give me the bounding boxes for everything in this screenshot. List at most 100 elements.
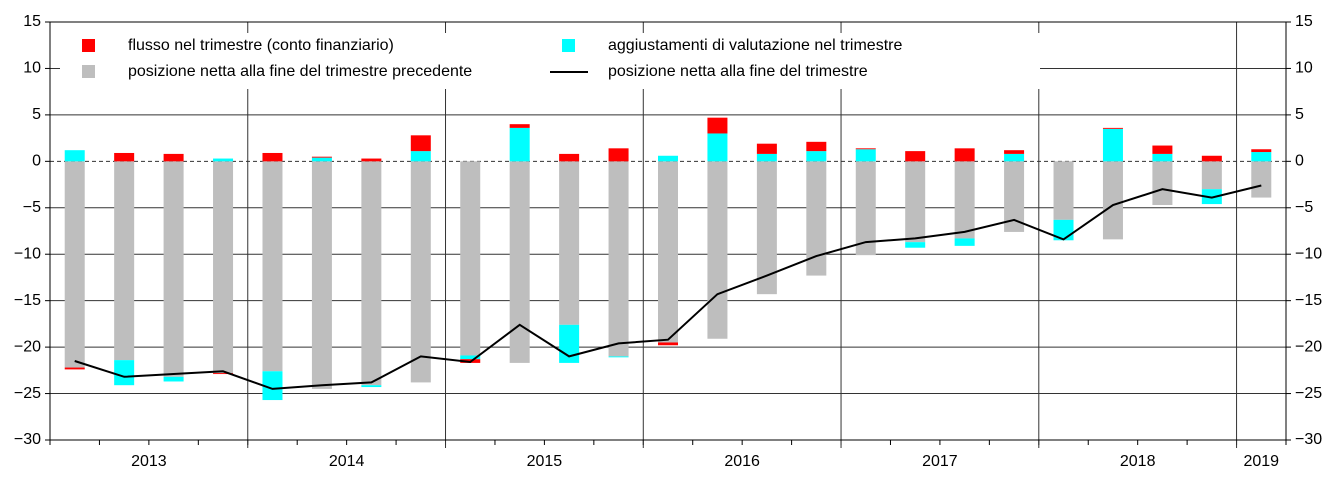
bar: [1152, 161, 1173, 205]
bar: [1251, 152, 1272, 162]
bar: [509, 127, 530, 162]
bar: [756, 153, 777, 162]
bar: [658, 342, 678, 346]
bar: [954, 161, 975, 239]
y-tick-label: 5: [32, 106, 41, 123]
bar: [64, 161, 85, 368]
x-group-label: 2019: [1243, 453, 1279, 470]
x-group-label: 2017: [922, 453, 958, 470]
legend-swatch: [82, 65, 95, 78]
bar: [213, 161, 234, 374]
bar: [707, 133, 728, 162]
y2-tick-label: 0: [1295, 153, 1304, 170]
y2-tick-label: −5: [1295, 199, 1313, 216]
bar: [1251, 161, 1272, 198]
y2-tick-label: −10: [1295, 245, 1322, 262]
bar: [1004, 153, 1025, 162]
bar: [905, 161, 926, 243]
bar: [361, 385, 382, 388]
bar: [410, 151, 431, 162]
y2-tick-label: −20: [1295, 338, 1322, 355]
y-tick-label: −15: [14, 292, 41, 309]
bar: [855, 148, 876, 150]
bar: [1102, 161, 1123, 240]
bar: [361, 158, 382, 162]
bar: [114, 152, 135, 162]
bar: [905, 151, 926, 162]
bar: [559, 161, 580, 325]
y-tick-label: 15: [23, 13, 41, 30]
bar: [311, 156, 332, 158]
bar: [1004, 150, 1025, 154]
y-tick-label: −5: [23, 199, 41, 216]
y2-tick-label: 15: [1295, 13, 1313, 30]
bar: [806, 161, 827, 276]
bar: [114, 360, 135, 386]
bar: [707, 161, 728, 339]
bar: [262, 152, 283, 162]
y-tick-label: 0: [32, 153, 41, 170]
y-tick-label: 10: [23, 60, 41, 77]
bar: [954, 238, 975, 246]
bar: [1004, 161, 1025, 232]
bar: [262, 371, 283, 401]
bar: [608, 356, 629, 358]
bar: [262, 161, 283, 372]
bar: [1152, 145, 1173, 154]
x-group-label: 2014: [329, 453, 365, 470]
bar: [163, 376, 184, 382]
bar: [114, 161, 135, 361]
y-tick-label: −20: [14, 338, 41, 355]
y-tick-label: −30: [14, 431, 41, 448]
x-group-label: 2018: [1120, 453, 1156, 470]
y-tick-label: −10: [14, 245, 41, 262]
y-tick-label: −25: [14, 385, 41, 402]
bar: [756, 161, 777, 295]
bar: [855, 149, 876, 162]
y2-tick-label: −25: [1295, 385, 1322, 402]
bar: [1102, 128, 1123, 162]
legend-swatch: [82, 39, 95, 52]
bar: [213, 373, 234, 375]
x-group-label: 2013: [131, 453, 167, 470]
bar: [806, 141, 827, 152]
bar: [1152, 153, 1173, 162]
x-group-label: 2016: [724, 453, 760, 470]
bar: [608, 148, 629, 162]
y2-tick-label: 5: [1295, 106, 1304, 123]
bar: [460, 161, 481, 356]
bar: [806, 151, 827, 162]
bar: [311, 161, 332, 389]
bar: [213, 158, 234, 162]
bar: [163, 161, 184, 377]
bar: [460, 355, 481, 360]
bar: [361, 161, 382, 386]
bar: [410, 135, 431, 152]
plot-border: [49, 21, 1287, 441]
bar: [707, 117, 728, 134]
bar: [64, 150, 85, 162]
legend-label: flusso nel trimestre (conto finanziario): [128, 37, 394, 54]
bar: [559, 153, 580, 162]
bar: [1201, 161, 1222, 190]
bar: [905, 242, 926, 248]
legend-label: posizione netta alla fine del trimestre …: [128, 63, 472, 80]
bar: [1053, 161, 1074, 220]
line: [74, 184, 1262, 390]
bar: [311, 157, 332, 162]
bar: [608, 161, 629, 357]
bar: [1201, 155, 1222, 162]
bar: [64, 367, 85, 370]
bar: [954, 148, 975, 162]
y2-tick-label: −30: [1295, 431, 1322, 448]
legend-label: posizione netta alla fine del trimestre: [608, 63, 868, 80]
x-group-label: 2015: [527, 453, 563, 470]
bar: [855, 161, 876, 256]
y2-tick-label: 10: [1295, 60, 1313, 77]
y2-tick-label: −15: [1295, 292, 1322, 309]
legend-label: aggiustamenti di valutazione nel trimest…: [608, 37, 902, 54]
bar: [509, 124, 530, 128]
bar: [410, 161, 431, 383]
legend-swatch: [562, 39, 575, 52]
